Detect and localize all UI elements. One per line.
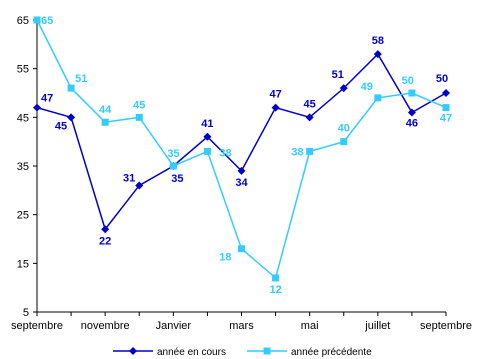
data-point bbox=[67, 113, 76, 122]
data-label: 40 bbox=[338, 123, 350, 135]
y-tick-label: 35 bbox=[17, 161, 29, 173]
x-tick-label: Janvier bbox=[156, 320, 192, 332]
y-axis-ticks: 5 15 25 35 45 55 65 bbox=[17, 15, 37, 319]
data-point bbox=[135, 113, 143, 121]
data-label: 34 bbox=[235, 177, 248, 189]
data-label: 47 bbox=[41, 93, 53, 105]
y-tick-label: 25 bbox=[17, 210, 29, 222]
y-tick-label: 55 bbox=[17, 64, 29, 76]
data-label: 45 bbox=[304, 98, 316, 110]
data-point bbox=[33, 103, 41, 112]
legend-label: année précédente bbox=[291, 347, 372, 358]
data-label: 50 bbox=[402, 75, 414, 87]
data-label: 50 bbox=[436, 73, 448, 85]
y-tick-label: 15 bbox=[17, 258, 29, 270]
data-label: 45 bbox=[133, 99, 145, 111]
data-label: 49 bbox=[361, 81, 373, 93]
data-point bbox=[339, 84, 348, 93]
y-tick-label: 45 bbox=[17, 112, 29, 124]
legend-label: année en cours bbox=[157, 347, 226, 358]
chart-axes bbox=[36, 20, 446, 313]
data-point bbox=[306, 147, 314, 155]
x-tick-label: juillet bbox=[364, 320, 390, 332]
y-tick-label: 65 bbox=[17, 15, 29, 27]
data-point bbox=[101, 225, 110, 234]
data-point bbox=[340, 138, 348, 146]
data-point bbox=[408, 89, 416, 97]
data-point bbox=[373, 50, 382, 59]
data-point bbox=[33, 16, 41, 24]
data-point bbox=[374, 94, 382, 102]
data-point bbox=[67, 84, 75, 92]
data-label: 51 bbox=[332, 69, 344, 81]
y-tick-label: 5 bbox=[23, 307, 29, 319]
data-point bbox=[237, 166, 246, 175]
data-label: 47 bbox=[440, 113, 452, 125]
data-point bbox=[407, 108, 416, 117]
data-label: 47 bbox=[269, 89, 281, 101]
x-tick-label: septembre bbox=[420, 320, 472, 332]
data-label: 41 bbox=[201, 118, 213, 130]
series-line-1 bbox=[36, 52, 447, 231]
data-point bbox=[305, 113, 314, 122]
data-point bbox=[101, 118, 109, 126]
x-tick-label: mai bbox=[301, 320, 319, 332]
data-label: 12 bbox=[269, 284, 281, 296]
x-tick-label: mars bbox=[229, 320, 254, 332]
data-label: 38 bbox=[219, 147, 231, 159]
data-point bbox=[169, 162, 177, 170]
data-point bbox=[135, 181, 144, 190]
data-point bbox=[271, 103, 280, 112]
data-point bbox=[203, 147, 211, 155]
data-point bbox=[272, 274, 280, 282]
data-label: 38 bbox=[291, 146, 303, 158]
x-tick-label: septembre bbox=[11, 320, 63, 332]
data-label: 35 bbox=[167, 148, 179, 160]
data-labels: 47 45 22 31 35 41 34 47 45 51 58 46 50 65 51 44 45 35 38 18… bbox=[41, 15, 452, 296]
data-label: 22 bbox=[99, 235, 111, 247]
data-point bbox=[442, 89, 450, 97]
data-label: 58 bbox=[372, 35, 384, 47]
x-axis-ticks: septembre novembre Janvier mars mai juillet se… bbox=[11, 312, 472, 332]
data-point bbox=[203, 132, 212, 141]
legend-marker bbox=[263, 347, 271, 355]
legend-marker bbox=[129, 347, 137, 355]
data-label: 18 bbox=[219, 252, 231, 264]
data-label: 65 bbox=[41, 15, 53, 27]
chart-legend: année en cours année précédente bbox=[113, 347, 372, 358]
series-markers bbox=[33, 16, 450, 282]
data-label: 45 bbox=[55, 120, 67, 132]
data-point bbox=[238, 245, 245, 253]
data-label: 51 bbox=[75, 73, 87, 85]
data-label: 46 bbox=[406, 117, 418, 129]
data-label: 44 bbox=[99, 104, 112, 116]
data-label: 31 bbox=[123, 172, 135, 184]
x-tick-label: novembre bbox=[81, 320, 130, 332]
data-point bbox=[442, 104, 450, 112]
data-label: 35 bbox=[171, 173, 183, 185]
